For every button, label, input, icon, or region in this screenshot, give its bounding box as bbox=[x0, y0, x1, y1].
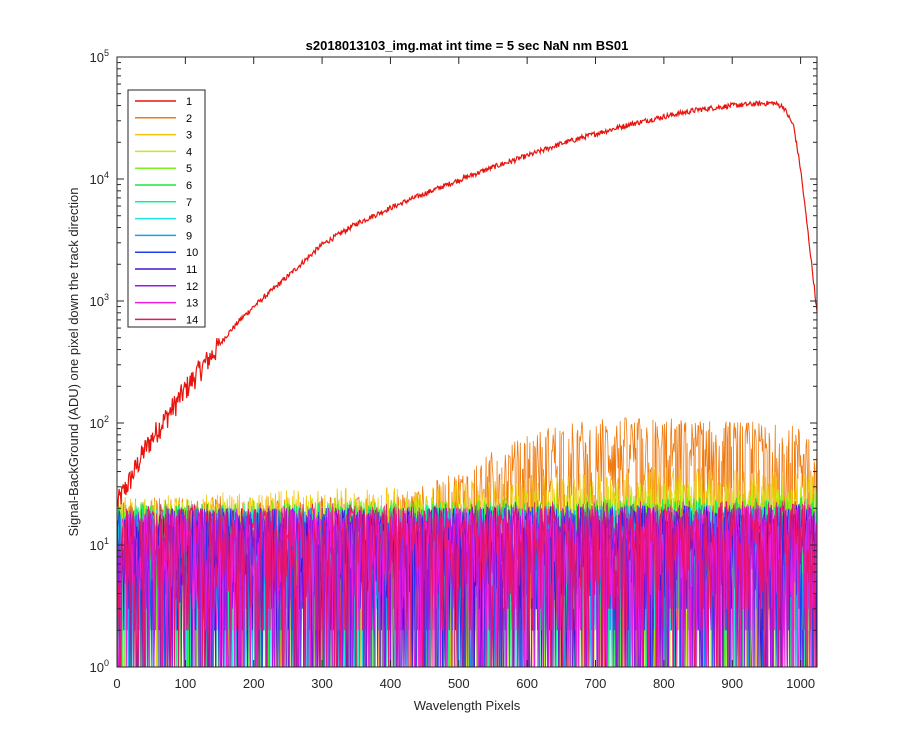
y-tick-exponent: 3 bbox=[104, 292, 109, 302]
y-tick-label: 104 bbox=[90, 170, 109, 187]
y-tick-exponent: 2 bbox=[104, 414, 109, 424]
x-tick-label: 200 bbox=[243, 676, 265, 691]
y-tick-label: 101 bbox=[90, 536, 109, 553]
x-tick-label: 800 bbox=[653, 676, 675, 691]
legend-label-13: 13 bbox=[186, 298, 198, 310]
legend-label-7: 7 bbox=[186, 197, 192, 209]
y-tick-base: 10 bbox=[90, 660, 104, 675]
x-tick-label: 100 bbox=[175, 676, 197, 691]
x-tick-label: 300 bbox=[311, 676, 333, 691]
series-line-1 bbox=[117, 100, 817, 507]
x-tick-label: 900 bbox=[721, 676, 743, 691]
x-tick-label: 500 bbox=[448, 676, 470, 691]
legend-label-9: 9 bbox=[186, 230, 192, 242]
y-tick-exponent: 1 bbox=[104, 536, 109, 546]
y-tick-exponent: 4 bbox=[104, 170, 109, 180]
legend-label-5: 5 bbox=[186, 163, 192, 175]
x-tick-label: 1000 bbox=[786, 676, 815, 691]
x-tick-label: 700 bbox=[585, 676, 607, 691]
x-tick-label: 400 bbox=[380, 676, 402, 691]
y-tick-label: 100 bbox=[90, 658, 109, 675]
chart-title: s2018013103_img.mat int time = 5 sec NaN… bbox=[306, 38, 629, 53]
legend-label-3: 3 bbox=[186, 130, 192, 142]
y-tick-base: 10 bbox=[90, 50, 104, 65]
legend-label-4: 4 bbox=[186, 146, 192, 158]
y-tick-label: 105 bbox=[90, 48, 109, 65]
legend-label-8: 8 bbox=[186, 214, 192, 226]
legend-label-6: 6 bbox=[186, 180, 192, 192]
series-layer bbox=[117, 100, 817, 667]
x-axis-label: Wavelength Pixels bbox=[414, 698, 521, 713]
legend-label-14: 14 bbox=[186, 314, 198, 326]
legend-label-11: 11 bbox=[186, 264, 197, 276]
y-tick-exponent: 5 bbox=[104, 48, 109, 58]
legend-label-1: 1 bbox=[186, 96, 192, 108]
series-line-14 bbox=[117, 500, 817, 667]
y-tick-label: 103 bbox=[90, 292, 109, 309]
x-tick-label: 0 bbox=[113, 676, 120, 691]
y-tick-exponent: 0 bbox=[104, 658, 109, 668]
y-tick-label: 102 bbox=[90, 414, 109, 431]
legend-label-2: 2 bbox=[186, 113, 192, 125]
ticks-layer: 0 100 200 300 400 500 600 700 800 900 100010010110… bbox=[90, 48, 817, 691]
y-tick-base: 10 bbox=[90, 172, 104, 187]
legend-box bbox=[127, 89, 206, 328]
x-tick-label: 600 bbox=[516, 676, 538, 691]
y-axis-label: Signal-BackGround (ADU) one pixel down t… bbox=[66, 187, 81, 536]
y-tick-base: 10 bbox=[90, 538, 104, 553]
legend-label-10: 10 bbox=[186, 247, 198, 259]
y-tick-base: 10 bbox=[90, 294, 104, 309]
y-tick-base: 10 bbox=[90, 416, 104, 431]
series-line-13 bbox=[117, 504, 817, 667]
legend-label-12: 12 bbox=[186, 281, 198, 293]
axes-box bbox=[116, 56, 818, 668]
